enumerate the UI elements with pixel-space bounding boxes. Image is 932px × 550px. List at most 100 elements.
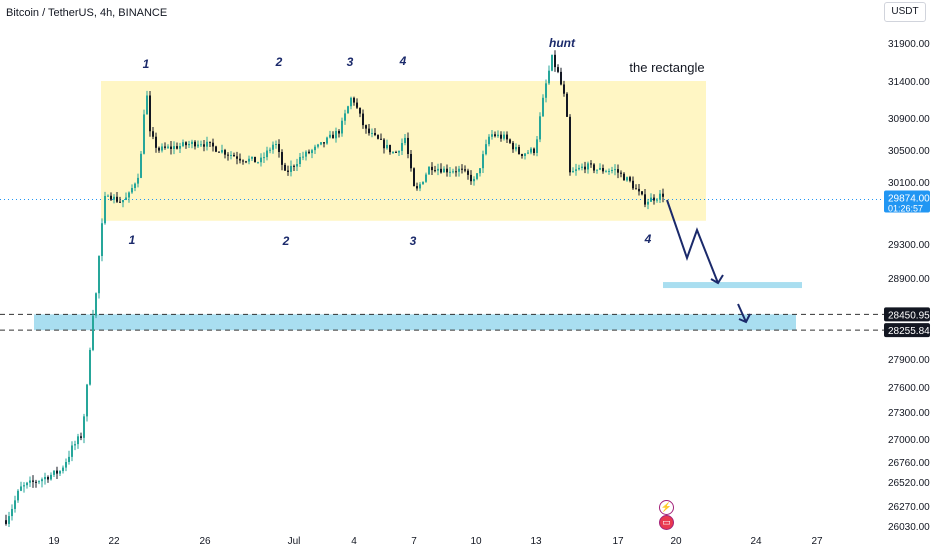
price-tick: 30100.00: [888, 178, 930, 189]
candle-body: [398, 150, 400, 153]
level-tag: [884, 323, 930, 338]
candle-body: [245, 161, 247, 163]
candle-body: [233, 154, 235, 157]
candle-body: [311, 150, 313, 154]
candle-body: [629, 177, 631, 181]
time-tick: 4: [351, 536, 357, 547]
level-tag: [884, 307, 930, 322]
candle-body: [8, 516, 10, 524]
candle-body: [128, 192, 130, 198]
candle-body: [401, 143, 403, 151]
candle-body: [644, 194, 646, 205]
symbol-title: Bitcoin / TetherUS, 4h, BINANCE: [6, 7, 168, 19]
candle-body: [230, 154, 232, 156]
candle-body: [92, 315, 94, 350]
candle-body: [392, 151, 394, 153]
price-tick: 27600.00: [888, 383, 930, 394]
candle-body: [200, 144, 202, 146]
candle-body: [293, 165, 295, 167]
rectangle-label: the rectangle: [629, 60, 704, 75]
candle-body: [278, 144, 280, 153]
candle-body: [248, 158, 250, 162]
candle-body: [236, 156, 238, 159]
candle-body: [137, 177, 139, 184]
candle-body: [584, 166, 586, 170]
candle-body: [62, 467, 64, 472]
price-axis[interactable]: 31900.00 31400.00 30900.00 30500.00 30100.00…: [884, 39, 930, 533]
candle-body: [377, 135, 379, 139]
level-value: 28255.84: [888, 326, 930, 337]
candle-body: [212, 142, 214, 147]
price-tick: 27900.00: [888, 355, 930, 366]
candle-body: [29, 480, 31, 483]
candle-body: [125, 197, 127, 200]
candle-body: [251, 156, 253, 159]
candle-body: [587, 163, 589, 170]
candle-body: [71, 445, 73, 457]
price-tick: 26270.00: [888, 502, 930, 513]
candle-body: [80, 436, 82, 438]
candle-body: [530, 148, 532, 153]
candle-body: [32, 480, 34, 482]
candle-body: [224, 150, 226, 155]
candle-body: [143, 114, 145, 154]
candle-body: [500, 134, 502, 139]
candle-body: [116, 196, 118, 202]
candle-body: [290, 165, 292, 172]
countdown-value: 01:26:57: [888, 204, 923, 214]
projection-zigzag: [666, 199, 719, 284]
candle-body: [461, 168, 463, 170]
candle-body: [98, 256, 100, 294]
candle-body: [641, 191, 643, 195]
candle-body: [350, 97, 352, 107]
price-tick: 31900.00: [888, 39, 930, 50]
candle-body: [269, 149, 271, 151]
candle-body: [77, 436, 79, 445]
candle-body: [599, 167, 601, 170]
candle-body: [344, 113, 346, 121]
candle-body: [404, 137, 406, 144]
candle-body: [464, 169, 466, 171]
price-tick: 26030.00: [888, 522, 930, 533]
candle-body: [83, 416, 85, 438]
top-touch-label-2: 2: [275, 55, 283, 69]
candle-body: [416, 186, 418, 189]
candle-body: [395, 151, 397, 153]
candle-body: [110, 195, 112, 200]
candle-body: [434, 170, 436, 172]
hunt-label: hunt: [549, 36, 576, 50]
time-axis[interactable]: 19 22 26 Jul 4 7 10 13 17 20 24 27: [48, 536, 823, 547]
price-tick: 27300.00: [888, 408, 930, 419]
candle-body: [38, 481, 40, 483]
candle-body: [554, 54, 556, 68]
candle-body: [332, 134, 334, 139]
candle-body: [407, 137, 409, 154]
lower-target-zone: [34, 314, 796, 331]
candle-body: [662, 193, 664, 197]
candle-body: [242, 160, 244, 162]
flag-icon[interactable]: ▭: [659, 515, 674, 530]
candle-body: [296, 164, 298, 167]
projection-arrowhead-2: [738, 313, 751, 324]
candle-body: [146, 95, 148, 115]
candle-body: [215, 146, 217, 152]
candle-body: [176, 146, 178, 149]
time-tick: 7: [411, 536, 417, 547]
candle-body: [53, 470, 55, 475]
candle-body: [359, 107, 361, 114]
candle-body: [347, 106, 349, 114]
candle-body: [89, 349, 91, 385]
currency-button[interactable]: USDT: [884, 2, 926, 22]
candle-body: [590, 163, 592, 165]
candle-body: [518, 147, 520, 155]
candle-body: [386, 144, 388, 149]
lightning-icon[interactable]: ⚡: [659, 500, 674, 515]
candle-body: [368, 128, 370, 134]
projection-arrowhead-1: [710, 274, 724, 285]
price-tick: 26760.00: [888, 458, 930, 469]
candle-body: [482, 154, 484, 169]
price-tick: 30500.00: [888, 146, 930, 157]
candle-body: [575, 169, 577, 172]
candle-body: [581, 166, 583, 168]
